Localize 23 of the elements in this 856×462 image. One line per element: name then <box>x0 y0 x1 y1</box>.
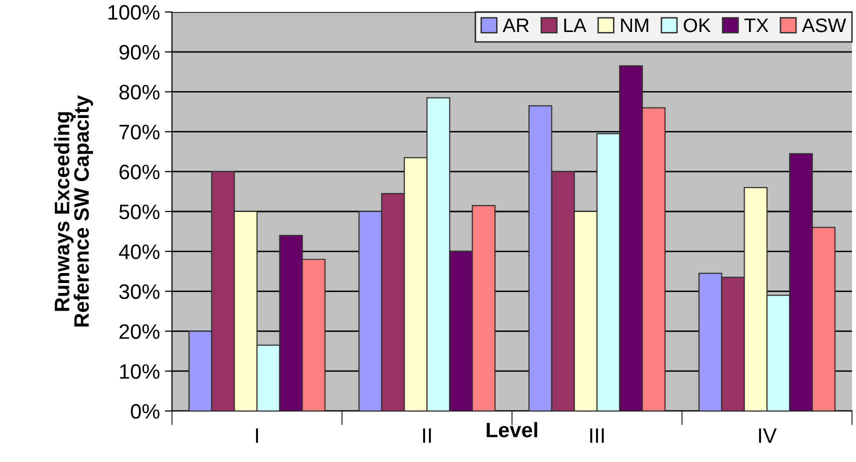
x-tick-label: II <box>423 428 431 443</box>
y-tick-label: 40% <box>118 244 160 260</box>
legend-label: TX <box>744 18 768 32</box>
y-axis-title: Runways Exceeding Reference SW Capacity <box>54 95 94 326</box>
y-tick-label: 70% <box>120 124 160 140</box>
y-tick-label: 60% <box>120 164 160 180</box>
x-axis-title: Level <box>486 422 538 438</box>
y-tick-label: 50% <box>119 204 160 220</box>
y-tick-label: 80% <box>119 84 160 100</box>
y-tick-label: 90% <box>119 44 160 60</box>
x-tick-label: I <box>256 428 258 443</box>
legend-label: AR <box>502 18 529 32</box>
y-tick-label: 100% <box>108 5 160 20</box>
x-tick-label: III <box>590 428 604 443</box>
legend-label: OK <box>684 18 711 32</box>
y-tick-label: 20% <box>120 324 160 339</box>
y-tick-label: 0% <box>130 404 160 419</box>
legend-label: NM <box>621 18 648 32</box>
x-tick-label: IV <box>759 428 777 443</box>
legend-label: ASW <box>802 18 846 32</box>
y-tick-label: 30% <box>119 284 160 300</box>
legend-label: LA <box>564 18 586 32</box>
y-tick-label: 10% <box>120 364 160 379</box>
